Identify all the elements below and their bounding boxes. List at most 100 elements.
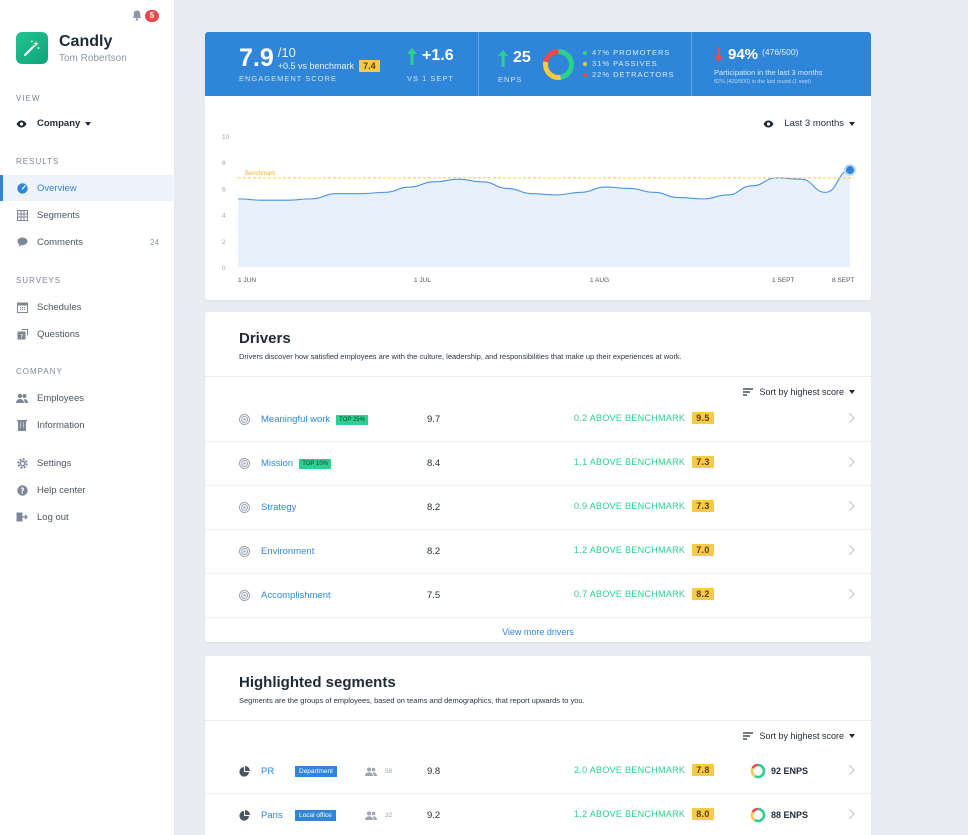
latest-point: [846, 166, 854, 175]
sort-lines-icon: [743, 731, 754, 740]
caret-down-icon: [849, 734, 855, 738]
participation-subcaption: 82% (420/500) in the last round (1 sept): [714, 79, 811, 85]
driver-benchmark-text: 0.9 ABOVE BENCHMARK: [574, 501, 686, 511]
time-range-select[interactable]: Last 3 months: [763, 118, 855, 129]
divider: [205, 376, 871, 377]
logout-icon: [16, 511, 28, 523]
segment-enps-donut: [750, 763, 766, 779]
sidebar-item-label: Log out: [37, 511, 69, 523]
notifications-button[interactable]: 5: [132, 9, 160, 25]
driver-name-link[interactable]: Accomplishment: [261, 590, 331, 601]
sidebar-item-help-center[interactable]: ? Help center: [0, 477, 175, 503]
sidebar-item-settings[interactable]: Settings: [0, 450, 175, 476]
legend-promoters: 47% PROMOTERS: [583, 47, 675, 58]
sidebar-item-comments[interactable]: Comments 24: [0, 229, 175, 255]
benchmark-label: Benchmark: [245, 171, 276, 177]
target-icon: [239, 546, 250, 557]
driver-row[interactable]: Environment 8.2 1.2 ABOVE BENCHMARK 7.0: [205, 530, 871, 574]
chevron-right-icon[interactable]: [848, 588, 855, 600]
sidebar-item-questions[interactable]: ? Questions: [0, 321, 175, 347]
segment-enps-donut: [750, 807, 766, 823]
segment-name-link[interactable]: Paris: [261, 810, 283, 821]
enps-caption: ENPS: [498, 75, 523, 84]
comments-count: 24: [150, 237, 159, 247]
segment-benchmark-text: 2.0 ABOVE BENCHMARK: [574, 765, 686, 775]
chevron-right-icon[interactable]: [848, 764, 855, 776]
driver-row[interactable]: Strategy 8.2 0.9 ABOVE BENCHMARK 7.3: [205, 486, 871, 530]
eye-icon: [16, 120, 27, 127]
y-tick-label: 8: [222, 160, 226, 167]
company-view-label: Company: [37, 118, 81, 129]
segment-type-tag: Department: [295, 766, 337, 777]
sidebar-item-overview[interactable]: Overview: [0, 175, 175, 201]
drivers-subtitle: Drivers discover how satisfied employees…: [239, 352, 682, 361]
chevron-right-icon[interactable]: [848, 456, 855, 468]
company-view-select[interactable]: Company: [16, 118, 92, 129]
driver-benchmark-text: 0.7 ABOVE BENCHMARK: [574, 589, 686, 599]
segment-type-tag: Local office: [295, 810, 336, 821]
segments-sort-label: Sort by highest score: [759, 731, 844, 741]
target-icon: [239, 502, 250, 513]
driver-benchmark-badge: 7.3: [692, 500, 714, 512]
sidebar-item-segments[interactable]: Segments: [0, 202, 175, 228]
score-change-metric: +1.6 VS 1 SEPT: [407, 47, 454, 83]
driver-name-link[interactable]: Meaningful work: [261, 414, 331, 425]
segments-card: Highlighted segments Segments are the gr…: [205, 656, 871, 835]
x-tick-label: 1 JUL: [414, 277, 431, 284]
sort-lines-icon: [743, 387, 754, 396]
engagement-score-caption: ENGAGEMENT SCORE: [239, 74, 337, 83]
divider: [205, 720, 871, 721]
chevron-right-icon[interactable]: [848, 500, 855, 512]
engagement-vs-benchmark: +0.5 vs benchmark: [277, 61, 355, 71]
metric-divider: [691, 32, 692, 96]
row-divider: [205, 529, 871, 530]
segment-enps-value: 88 ENPS: [771, 810, 809, 820]
target-icon: [239, 458, 250, 469]
row-divider: [205, 485, 871, 486]
chevron-right-icon[interactable]: [848, 544, 855, 556]
x-tick-label: 1 JUN: [238, 277, 256, 284]
driver-row[interactable]: Meaningful work TOP 25% 9.7 0.2 ABOVE BEN…: [205, 398, 871, 442]
sidebar-item-log-out[interactable]: Log out: [0, 504, 175, 530]
driver-row[interactable]: Mission TOP 10% 8.4 1.1 ABOVE BENCHMARK 7.…: [205, 442, 871, 486]
people-icon: [365, 767, 377, 776]
segment-score: 9.2: [427, 810, 441, 821]
driver-row[interactable]: Accomplishment 7.5 0.7 ABOVE BENCHMARK 8.…: [205, 574, 871, 618]
participation-caption: Participation in the last 3 months: [714, 68, 823, 77]
segment-name-link[interactable]: PR: [261, 766, 275, 777]
chart-area-fill: [238, 170, 850, 267]
building-icon: [16, 419, 28, 431]
sidebar-item-information[interactable]: Information: [0, 412, 175, 438]
segments-subtitle: Segments are the groups of employees, ba…: [239, 696, 585, 705]
chevron-right-icon[interactable]: [848, 412, 855, 424]
row-divider: [205, 441, 871, 442]
row-divider: [205, 793, 871, 794]
svg-text:?: ?: [19, 332, 22, 340]
x-tick-label: 1 AUG: [590, 277, 609, 284]
eye-icon: [763, 120, 774, 127]
driver-name-link[interactable]: Strategy: [261, 502, 297, 513]
arrow-down-icon: [714, 47, 723, 62]
metrics-bar: 7.9 /10 +0.5 vs benchmark 7.4 ENGAGEMENT…: [205, 32, 871, 96]
segment-row[interactable]: PR Department 58 9.8 2.0 ABOVE BENCHMARK 7…: [205, 750, 871, 794]
caret-down-icon: [85, 121, 92, 126]
driver-name-link[interactable]: Mission: [261, 458, 294, 469]
legend-passives: 31% PASSIVES: [583, 58, 675, 69]
company-section-label: COMPANY: [16, 367, 63, 376]
brand: Candly Tom Robertson: [16, 32, 127, 64]
sidebar-item-schedules[interactable]: Schedules: [0, 294, 175, 320]
drivers-sort-select[interactable]: Sort by highest score: [743, 387, 855, 397]
chevron-right-icon[interactable]: [848, 808, 855, 820]
view-more-drivers-link[interactable]: View more drivers: [502, 627, 574, 637]
score-change-value: +1.6: [422, 47, 454, 64]
y-tick-label: 2: [222, 239, 226, 246]
driver-benchmark-badge: 7.0: [692, 544, 714, 556]
sidebar-item-employees[interactable]: Employees: [0, 385, 175, 411]
driver-name-link[interactable]: Environment: [261, 546, 315, 557]
segments-sort-select[interactable]: Sort by highest score: [743, 731, 855, 741]
pie-chart-icon: [239, 810, 250, 821]
participation-detail: (476/500): [762, 46, 799, 57]
score-change-caption: VS 1 SEPT: [407, 74, 454, 83]
segment-row[interactable]: Paris Local office 32 9.2 1.2 ABOVE BENCH…: [205, 794, 871, 835]
gauge-icon: [16, 182, 28, 194]
